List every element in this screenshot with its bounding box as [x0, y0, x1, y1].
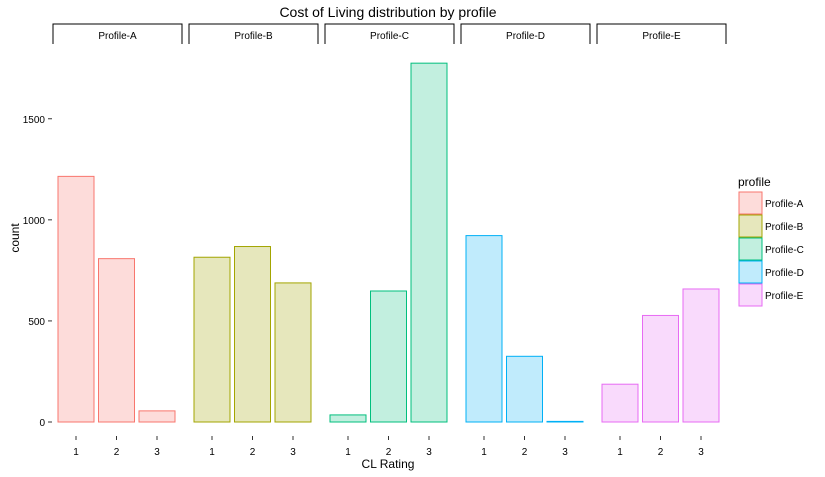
bar [98, 258, 135, 423]
x-tick-label: 3 [426, 447, 432, 458]
bar [274, 282, 312, 423]
facet-strip-label: Profile-C [370, 31, 409, 42]
facet-panel: Profile-A 1 2 3 [52, 23, 183, 458]
legend-label: Profile-E [765, 291, 804, 302]
facet-strip [596, 23, 727, 44]
legend-label: Profile-A [765, 199, 804, 210]
legend-key [738, 191, 763, 215]
x-axis-label: CL Rating [362, 457, 415, 471]
y-tick-label: 1500 [23, 115, 46, 126]
facet-panel: Profile-E 1 2 3 [596, 23, 727, 458]
bar [370, 290, 407, 423]
facet-panel: Profile-C 1 2 3 [324, 23, 455, 458]
facet-strip-label: Profile-B [234, 31, 273, 42]
bar [682, 288, 720, 423]
x-tick-label: 3 [154, 447, 160, 458]
bar [642, 314, 679, 423]
bar [329, 414, 367, 423]
x-tick-label: 1 [345, 447, 351, 458]
legend-title: profile [738, 175, 771, 189]
bar [138, 410, 176, 423]
facet-strip-label: Profile-E [642, 31, 681, 42]
legend-key [738, 237, 763, 261]
bar [193, 256, 231, 423]
facet-strip-label: Profile-D [506, 31, 545, 42]
y-tick-label: 0 [39, 418, 45, 429]
facet-strip-label: Profile-A [98, 31, 137, 42]
facet-strip [188, 23, 319, 44]
bar [465, 235, 503, 423]
facet-strip [52, 23, 183, 44]
legend-label: Profile-C [765, 245, 804, 256]
bar [601, 383, 639, 423]
bar [234, 246, 271, 423]
x-tick-label: 3 [290, 447, 296, 458]
bar [410, 62, 448, 423]
legend-label: Profile-D [765, 268, 804, 279]
legend-key [738, 283, 763, 307]
facet-panel: Profile-B 1 2 3 [188, 23, 319, 458]
y-tick-label: 500 [28, 317, 45, 328]
x-tick-label: 1 [481, 447, 487, 458]
chart-title: Cost of Living distribution by profile [279, 4, 496, 20]
bar [506, 355, 543, 423]
legend-label: Profile-B [765, 222, 804, 233]
x-tick-label: 2 [250, 447, 256, 458]
bar [57, 175, 95, 423]
legend-key [738, 260, 763, 284]
x-tick-label: 1 [73, 447, 79, 458]
legend-key [738, 214, 763, 238]
facet-strip [324, 23, 455, 44]
x-tick-label: 2 [386, 447, 392, 458]
bar [546, 420, 584, 423]
x-tick-label: 2 [522, 447, 528, 458]
legend: profile Profile-A Profile-B Profile-C Profi… [738, 175, 804, 307]
facet-panel: Profile-D 1 2 3 [460, 23, 591, 458]
x-tick-label: 3 [698, 447, 704, 458]
x-tick-label: 1 [209, 447, 215, 458]
facet-strip [460, 23, 591, 44]
x-tick-label: 2 [658, 447, 664, 458]
y-tick-label: 1000 [23, 216, 46, 227]
x-tick-label: 3 [562, 447, 568, 458]
y-axis: 0 500 1000 1500 [23, 115, 52, 429]
y-axis-label: count [8, 223, 22, 253]
x-tick-label: 1 [617, 447, 623, 458]
x-tick-label: 2 [114, 447, 120, 458]
